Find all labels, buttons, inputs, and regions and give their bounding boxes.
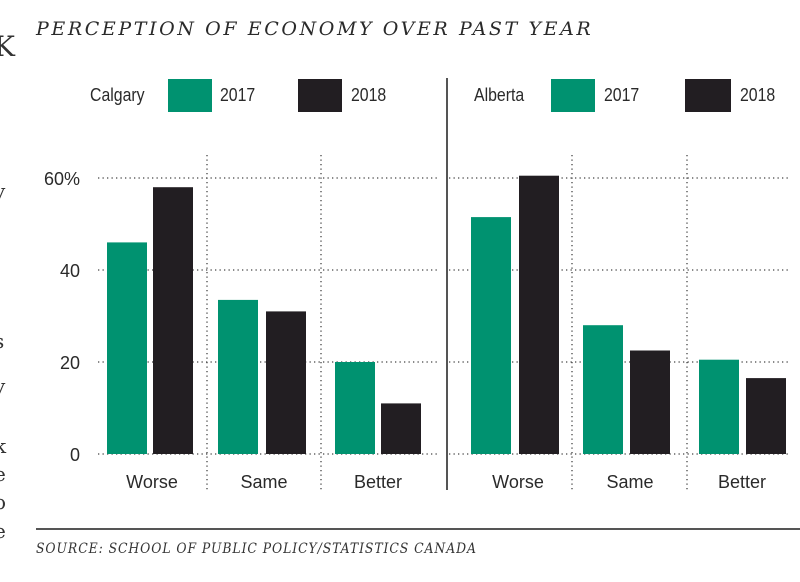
bar-better-2018: [381, 403, 421, 454]
article-text-fragment: y: [0, 374, 5, 398]
y-tick-label: 0: [70, 445, 80, 465]
article-text-fragment: -: [0, 239, 1, 263]
footer-rule: [36, 528, 800, 530]
legend-alberta: Alberta 2017 2018: [474, 78, 780, 112]
bar-better-2018: [746, 378, 786, 454]
legend-swatch-2018: [685, 78, 731, 112]
legend-label-2018: 2018: [740, 84, 776, 105]
bar-worse-2017: [107, 242, 147, 454]
legend-swatch-2018: [298, 78, 342, 112]
bar-worse-2017: [471, 217, 511, 454]
article-text-fragment: -: [0, 404, 1, 428]
y-tick-label: 40: [60, 261, 80, 281]
article-text-fragment: e: [0, 462, 6, 486]
article-text-fragment: y: [0, 179, 5, 203]
bar-better-2017: [335, 362, 375, 454]
bar-same-2018: [630, 350, 670, 454]
x-tick-label: Same: [240, 472, 287, 492]
bar-better-2017: [699, 359, 739, 454]
legend-panel-label: Calgary: [90, 84, 145, 105]
bar-same-2018: [266, 311, 306, 454]
bar-same-2017: [218, 299, 258, 454]
article-text-fragment: -: [0, 269, 1, 293]
source-note: SOURCE: SCHOOL OF PUBLIC POLICY/STATISTI…: [36, 541, 477, 557]
article-text-fragment: e: [0, 519, 6, 543]
legend-calgary: Calgary 2017 2018: [90, 78, 391, 112]
y-tick-label: 60%: [44, 169, 80, 189]
legend-panel-label: Alberta: [474, 84, 525, 105]
article-text-fragment: s: [0, 329, 4, 353]
bar-worse-2018: [153, 187, 193, 454]
article-text-fragment: -: [0, 299, 1, 323]
x-tick-label: Worse: [492, 472, 544, 492]
legend-swatch-2017: [168, 78, 212, 112]
legend-label-2017: 2017: [220, 84, 256, 105]
y-tick-label: 20: [60, 353, 80, 373]
legend-label-2018: 2018: [351, 84, 387, 105]
article-text-fragment: o: [0, 490, 7, 514]
bar-same-2017: [583, 325, 623, 454]
legend-label-2017: 2017: [604, 84, 640, 105]
chart-title: PERCEPTION OF ECONOMY OVER PAST YEAR: [36, 18, 594, 40]
x-tick-label: Same: [606, 472, 653, 492]
x-tick-label: Better: [718, 472, 766, 492]
bar-worse-2018: [519, 175, 559, 454]
x-tick-label: Worse: [126, 472, 178, 492]
panel-divider: [446, 78, 448, 490]
x-tick-label: Better: [354, 472, 402, 492]
legend-swatch-2017: [551, 78, 595, 112]
article-text-fragment: k: [0, 434, 7, 458]
article-text-fragment: K: [0, 30, 15, 63]
